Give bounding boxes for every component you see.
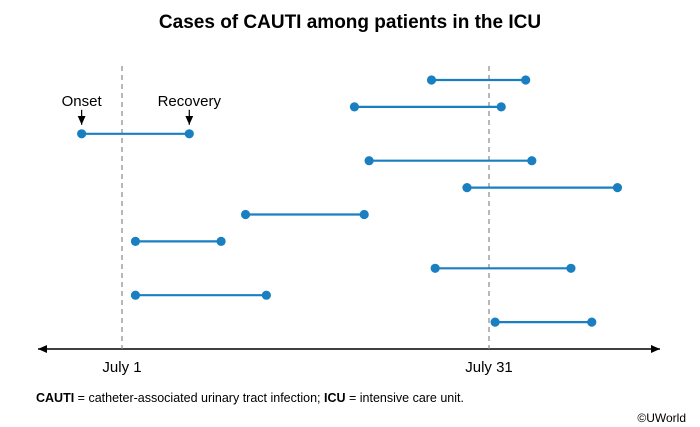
recovery-point	[612, 183, 623, 193]
footnote-def-cauti: = catheter-associated urinary tract infe…	[74, 391, 324, 405]
recovery-point	[359, 209, 369, 220]
onset-point	[490, 317, 500, 327]
footnote: CAUTI = catheter-associated urinary trac…	[36, 391, 464, 405]
onset-point	[426, 75, 437, 85]
recovery-point	[216, 236, 226, 246]
copyright: ©UWorld	[637, 411, 686, 425]
onset-point	[77, 129, 87, 139]
onset-point	[349, 102, 360, 112]
onset-point	[130, 290, 141, 300]
onset-point	[430, 263, 440, 273]
chart-title: Cases of CAUTI among patients in the ICU	[158, 12, 542, 33]
onset-point	[240, 209, 251, 220]
footnote-term-icu: ICU	[323, 391, 346, 405]
recovery-label: Recovery	[158, 93, 222, 110]
recovery-point	[184, 129, 194, 139]
x-tick-label: July 1	[102, 359, 141, 376]
recovery-point	[527, 156, 537, 166]
recovery-point	[566, 263, 576, 273]
recovery-point	[521, 75, 531, 85]
onset-point	[462, 183, 472, 193]
recovery-point	[587, 317, 597, 327]
footnote-term-cauti: CAUTI	[36, 391, 75, 405]
onset-point	[130, 236, 141, 246]
footnote-def-icu: = intensive care unit.	[345, 391, 464, 405]
x-tick-label: July 31	[465, 359, 513, 376]
onset-point	[364, 156, 374, 166]
recovery-point	[261, 290, 271, 300]
onset-label: Onset	[62, 93, 103, 110]
recovery-point	[496, 102, 506, 112]
